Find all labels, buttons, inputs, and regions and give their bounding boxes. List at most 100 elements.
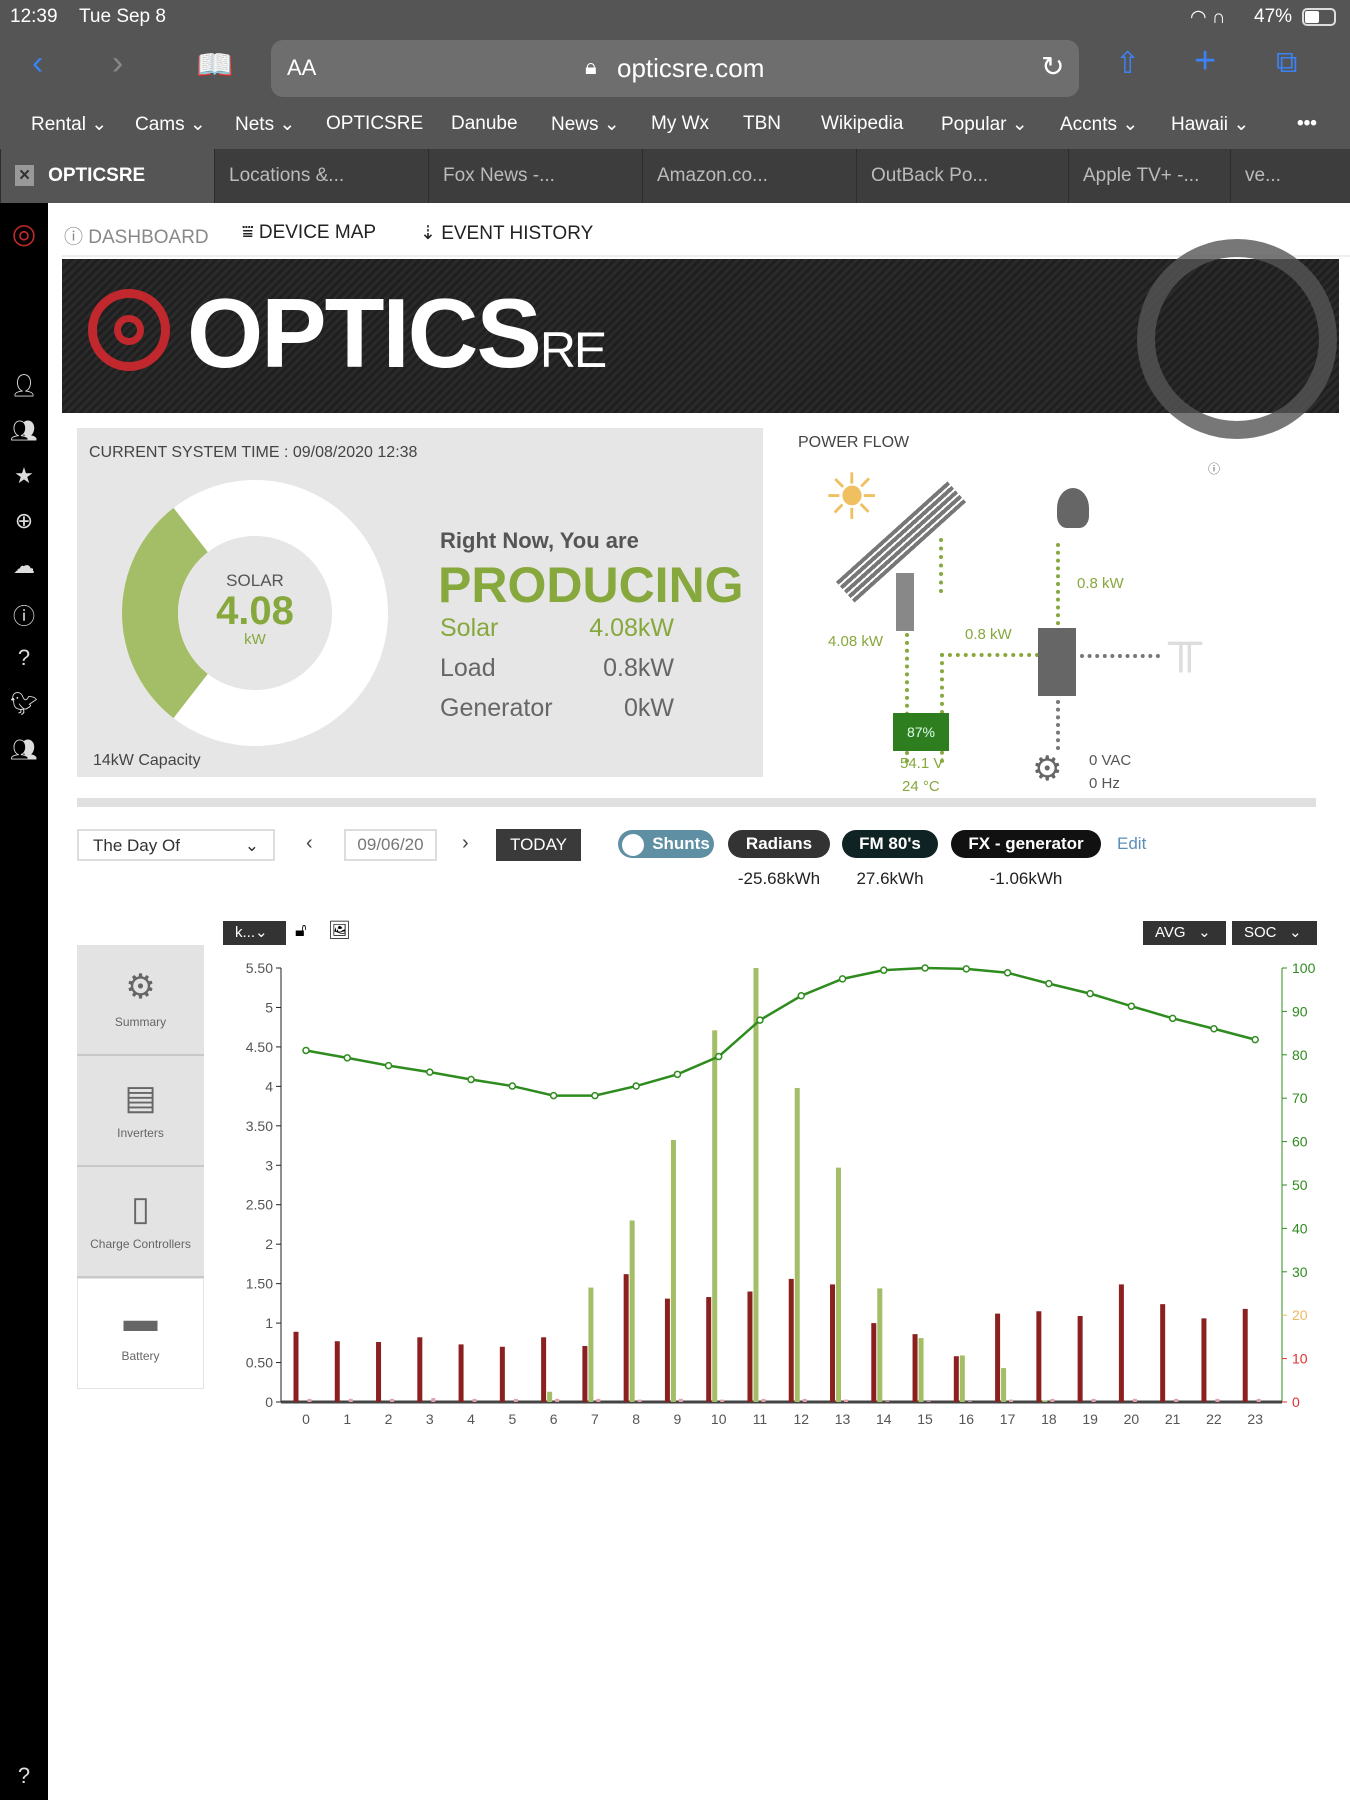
- tabs-overview-icon[interactable]: ⧉: [1276, 46, 1298, 79]
- bookmark-label: News: [551, 114, 599, 135]
- side-tab-inverters[interactable]: ▤ Inverters: [77, 1056, 204, 1167]
- charge-controller-icon: ▯: [131, 1190, 150, 1228]
- source-toggle[interactable]: FX - generator: [951, 830, 1101, 858]
- browser-tab[interactable]: Locations &...: [214, 149, 428, 203]
- nav-dashboard[interactable]: ⓘ DASHBOARD: [64, 227, 209, 248]
- bookmark-label: My Wx: [651, 113, 710, 134]
- bar: [720, 1399, 725, 1402]
- bookmark-item[interactable]: Hawaii ⌄: [1171, 113, 1249, 136]
- date-input[interactable]: 09/06/20: [344, 829, 437, 861]
- back-button[interactable]: ‹: [32, 44, 44, 82]
- text-size-button[interactable]: AA: [287, 55, 317, 80]
- reload-icon[interactable]: ↻: [1041, 51, 1065, 82]
- soc-point: [1003, 969, 1012, 977]
- unlock-icon[interactable]: 🔓︎: [295, 920, 307, 940]
- avg-select[interactable]: AVG ⌄: [1143, 921, 1226, 945]
- next-date-button[interactable]: ›: [462, 832, 469, 854]
- help-bottom-icon[interactable]: ?: [17, 1763, 31, 1788]
- brand-banner: OPTICSRE: [62, 239, 1339, 439]
- solar-gauge: [122, 480, 388, 746]
- bookmark-item[interactable]: Rental ⌄: [31, 113, 107, 136]
- twitter-icon[interactable]: 🐦︎: [10, 691, 38, 716]
- bar: [844, 1399, 849, 1402]
- bookmark-item[interactable]: My Wx: [651, 113, 709, 135]
- bookmark-item[interactable]: Wikipedia: [821, 113, 903, 135]
- bookmark-item[interactable]: Nets ⌄: [235, 113, 295, 136]
- prev-date-button[interactable]: ‹: [306, 832, 313, 854]
- bookmark-item[interactable]: TBN: [743, 113, 781, 135]
- bar: [885, 1401, 890, 1402]
- edit-link[interactable]: Edit: [1117, 834, 1147, 853]
- source-toggle[interactable]: FM 80's: [842, 830, 938, 858]
- image-export-icon[interactable]: 🖼︎: [328, 920, 351, 940]
- info-icon[interactable]: ⓘ: [1208, 462, 1221, 476]
- close-tab-icon[interactable]: ×: [15, 165, 35, 186]
- bookmark-label: Nets: [235, 114, 275, 135]
- side-tab-battery[interactable]: ▬ Battery: [77, 1278, 204, 1389]
- x-tick-label: 8: [632, 1411, 640, 1427]
- nav-event-history[interactable]: ⇣ EVENT HISTORY: [420, 223, 594, 244]
- bookmark-item[interactable]: News ⌄: [551, 113, 620, 136]
- flow-line: [905, 633, 909, 763]
- browser-tab[interactable]: × OPTICSRE: [0, 149, 214, 203]
- logo-icon[interactable]: ◎: [11, 218, 37, 249]
- light-bulb-icon: [1057, 488, 1089, 528]
- forward-button[interactable]: ›: [112, 44, 124, 82]
- soc-point: [1251, 1035, 1259, 1044]
- info-icon[interactable]: ⓘ: [12, 604, 35, 629]
- y2-tick-label: 80: [1292, 1047, 1308, 1063]
- y-tick-label: 1: [265, 1315, 273, 1331]
- bookmarks-icon[interactable]: 📖: [196, 49, 234, 82]
- bar: [753, 968, 759, 1402]
- bar: [1077, 1315, 1083, 1402]
- soc-point: [797, 992, 805, 1000]
- help-icon[interactable]: ?: [17, 645, 31, 670]
- y-tick-label: 4.50: [246, 1039, 273, 1055]
- users-icon[interactable]: 👥︎: [10, 418, 38, 443]
- star-icon[interactable]: ★: [14, 463, 34, 488]
- range-select[interactable]: The Day Of ⌄: [77, 829, 275, 861]
- source-toggle[interactable]: Radians: [728, 830, 830, 858]
- bookmark-item[interactable]: Popular ⌄: [941, 113, 1028, 136]
- browser-tab[interactable]: Apple TV+ -...: [1068, 149, 1230, 203]
- soc-point: [921, 964, 929, 972]
- side-tab-charge-controllers[interactable]: ▯ Charge Controllers: [77, 1167, 204, 1278]
- bookmark-item[interactable]: Cams ⌄: [135, 113, 206, 136]
- add-icon[interactable]: ⊕: [14, 508, 34, 533]
- y2-tick-label: 60: [1292, 1134, 1308, 1150]
- y-tick-label: 0: [265, 1394, 273, 1410]
- side-tab-summary[interactable]: ⚙ Summary: [77, 945, 204, 1056]
- new-tab-icon[interactable]: +: [1194, 40, 1217, 82]
- bar: [348, 1398, 353, 1402]
- source-toggle[interactable]: Shunts: [618, 830, 714, 858]
- bookmark-item[interactable]: Accnts ⌄: [1060, 113, 1138, 136]
- nav-device-map[interactable]: ⩸ DEVICE MAP: [242, 222, 377, 243]
- nav-device-map-label: DEVICE MAP: [258, 222, 377, 243]
- bookmark-item[interactable]: Danube: [451, 113, 518, 135]
- bar: [499, 1346, 505, 1402]
- url-bar[interactable]: AA 🔒︎ opticsre.com ↻: [271, 40, 1079, 97]
- bar: [293, 1331, 299, 1402]
- browser-tab[interactable]: Fox News -...: [428, 149, 642, 203]
- user-icon[interactable]: 👤︎: [10, 373, 38, 398]
- browser-tab[interactable]: Amazon.co...: [642, 149, 856, 203]
- today-button[interactable]: TODAY: [496, 829, 581, 861]
- bookmark-item[interactable]: OPTICSRE: [326, 113, 423, 135]
- y2-tick-label: 50: [1292, 1177, 1308, 1193]
- browser-tab[interactable]: OutBack Po...: [856, 149, 1068, 203]
- team-icon[interactable]: 👥︎: [10, 737, 38, 762]
- cloud-icon[interactable]: ☁: [13, 553, 35, 578]
- bookmark-label: Wikipedia: [821, 113, 904, 134]
- browser-tab[interactable]: ve...: [1230, 149, 1296, 203]
- nav-dashboard-label: DASHBOARD: [88, 227, 209, 248]
- pill-label: FM 80's: [859, 834, 921, 853]
- more-bookmarks-icon[interactable]: •••: [1297, 113, 1317, 134]
- brand-logo-icon: [88, 289, 170, 371]
- gen-hz: 0 Hz: [1089, 775, 1120, 792]
- share-icon[interactable]: ⇧: [1115, 47, 1141, 80]
- unit-select[interactable]: k...⌄: [223, 921, 286, 945]
- bar: [670, 1140, 676, 1402]
- soc-select[interactable]: SOC ⌄: [1232, 921, 1317, 945]
- tab-title: OutBack Po...: [871, 165, 989, 186]
- x-tick-label: 1: [343, 1411, 351, 1427]
